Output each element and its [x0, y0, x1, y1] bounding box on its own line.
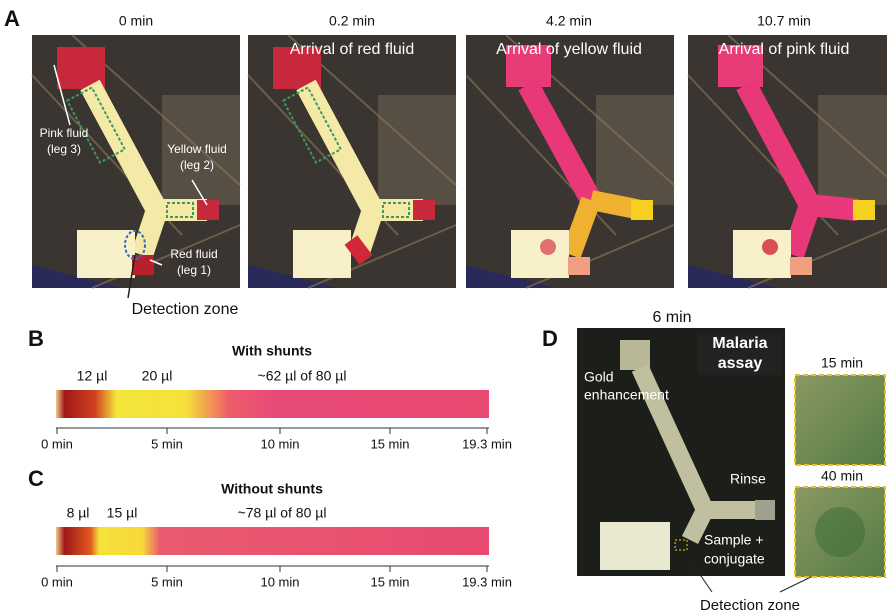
shape	[413, 200, 435, 220]
annotation: (leg 3)	[47, 142, 81, 156]
frame	[688, 35, 887, 288]
fluid-strip	[56, 390, 489, 418]
frame	[248, 35, 456, 288]
annotation: enhancement	[584, 387, 669, 403]
tick-label: 0 min	[41, 436, 73, 451]
panel-title: With shunts	[232, 343, 312, 359]
panel-label: C	[28, 466, 44, 491]
frame-time: 4.2 min	[546, 13, 592, 29]
inset-time: 15 min	[821, 355, 863, 371]
annotation: (leg 1)	[177, 263, 211, 277]
shape	[790, 257, 812, 275]
tick-label: 15 min	[370, 436, 409, 451]
panel-label: D	[542, 326, 558, 351]
volume-label: 12 µl	[77, 368, 108, 384]
annotation: (leg 2)	[180, 158, 214, 172]
frame-time: 0 min	[119, 13, 153, 29]
annotation: conjugate	[704, 551, 765, 567]
frame-time: 6 min	[652, 309, 691, 326]
shape	[132, 255, 154, 275]
inset	[795, 375, 885, 465]
tick-label: 5 min	[151, 436, 183, 451]
volume-label: 15 µl	[107, 505, 138, 521]
tick-label: 10 min	[260, 574, 299, 589]
volume-label: 20 µl	[142, 368, 173, 384]
annotation: Detection zone	[700, 597, 800, 614]
inset-time: 40 min	[821, 468, 863, 484]
annotation: Sample +	[704, 532, 764, 548]
annotation: Pink fluid	[40, 126, 89, 140]
shape	[540, 239, 556, 255]
frame-time: 0.2 min	[329, 13, 375, 29]
shape	[631, 200, 653, 220]
tick-label: 0 min	[41, 574, 73, 589]
shape	[568, 257, 590, 275]
frame-caption: Arrival of red fluid	[290, 41, 415, 58]
panel-label: B	[28, 326, 44, 351]
annotation: Detection zone	[132, 301, 239, 318]
panel-title: Without shunts	[221, 481, 323, 497]
annotation: Red fluid	[170, 247, 217, 261]
shape	[853, 200, 875, 220]
shape	[197, 200, 219, 220]
frame-caption: Arrival of yellow fluid	[496, 41, 642, 58]
tick-group: 0 min 5 min 10 min 15 min 19.3 min	[41, 428, 512, 451]
tick-label: 15 min	[370, 574, 409, 589]
shape	[733, 230, 791, 278]
annotation: Gold	[584, 369, 614, 385]
page: A 0 min 0.2 min 4.2 min 10.7 min Arrival…	[0, 0, 887, 616]
tick-label: 19.3 min	[462, 574, 512, 589]
tick-label: 19.3 min	[462, 436, 512, 451]
figure: A 0 min 0.2 min 4.2 min 10.7 min Arrival…	[0, 0, 887, 616]
tick-group: 0 min 5 min 10 min 15 min 19.3 min	[41, 566, 512, 589]
annotation: Rinse	[730, 471, 766, 487]
frame-time: 10.7 min	[757, 13, 811, 29]
shape	[293, 230, 351, 278]
tick-label: 5 min	[151, 574, 183, 589]
spot	[815, 507, 865, 557]
frame-caption: Arrival of pink fluid	[719, 41, 850, 58]
volume-label: ~78 µl of 80 µl	[238, 505, 327, 521]
panel-label: A	[4, 6, 20, 31]
volume-label: 8 µl	[67, 505, 90, 521]
shape	[511, 230, 569, 278]
shape	[600, 522, 670, 570]
frame	[466, 35, 674, 288]
annotation: Yellow fluid	[167, 142, 227, 156]
shape	[755, 500, 775, 520]
tick-label: 10 min	[260, 436, 299, 451]
volume-label: ~62 µl of 80 µl	[258, 368, 347, 384]
shape	[762, 239, 778, 255]
badge: assay	[718, 355, 763, 372]
badge: Malaria	[712, 335, 767, 352]
fluid-strip	[56, 527, 489, 555]
